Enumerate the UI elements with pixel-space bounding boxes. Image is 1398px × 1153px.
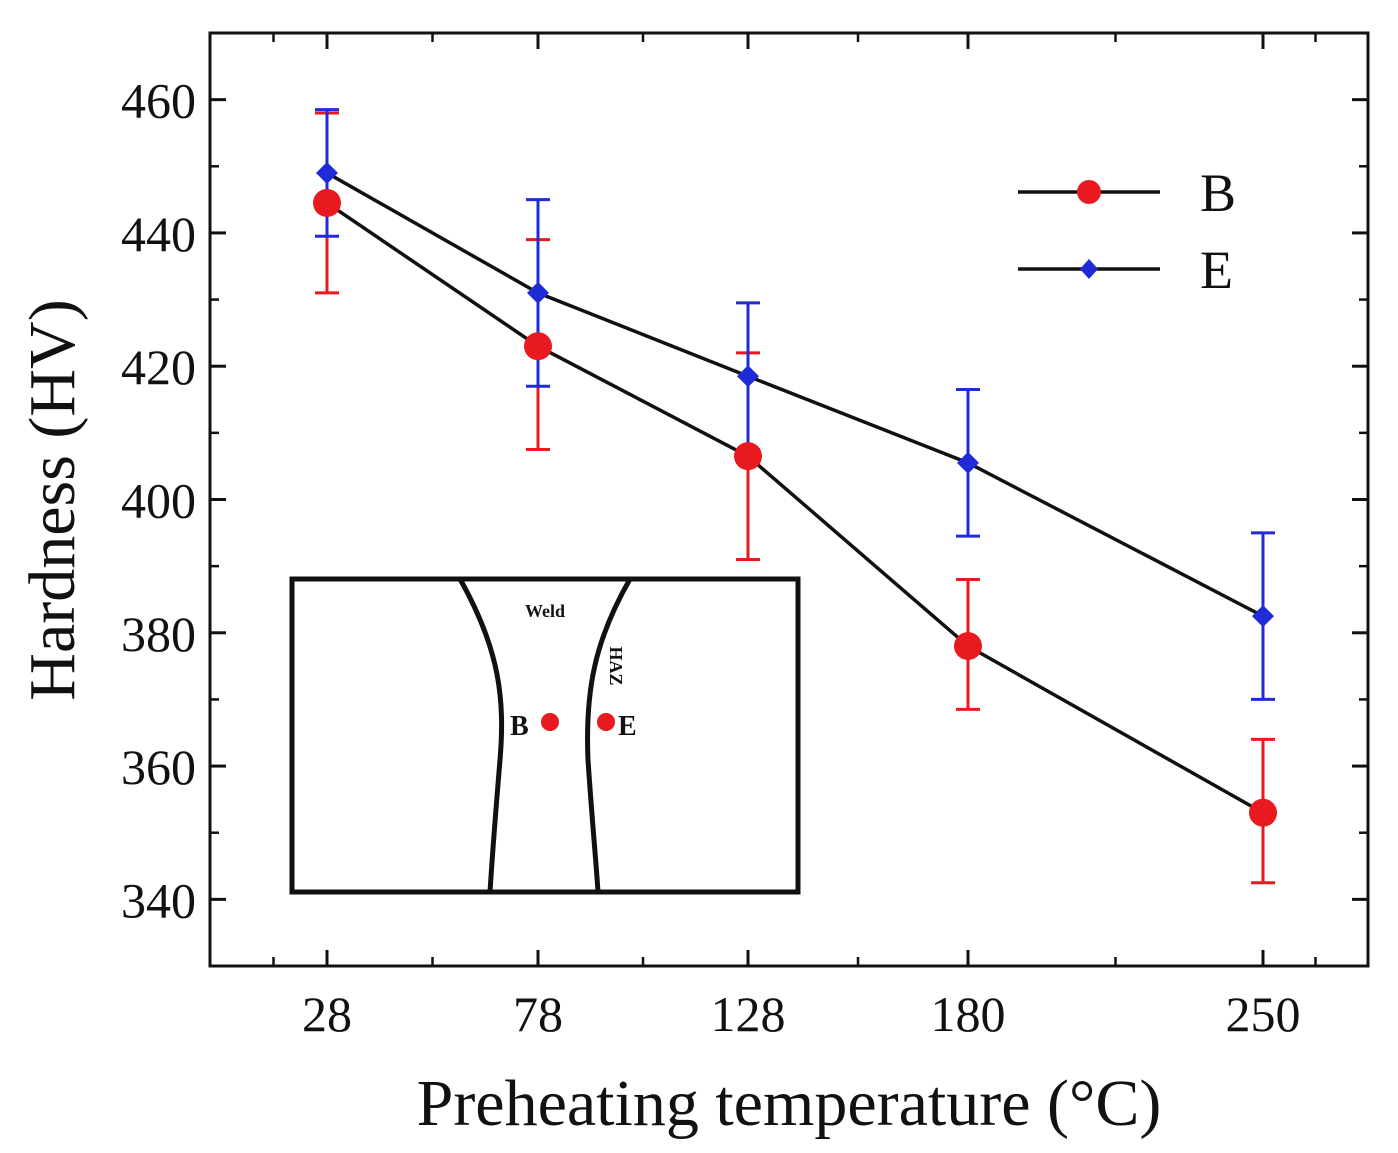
data-point-b — [734, 442, 762, 471]
legend-marker-e — [1080, 259, 1098, 279]
weld-schematic-inset: Weld HAZ B E — [289, 576, 801, 895]
y-tick-label: 400 — [121, 473, 196, 529]
series-layer — [313, 108, 1277, 885]
data-point-e — [957, 451, 979, 474]
data-point-b — [1249, 798, 1277, 827]
y-axis-title: Hardness (HV) — [16, 299, 89, 700]
legend-label-b: B — [1200, 163, 1236, 223]
y-tick-label: 460 — [121, 73, 196, 129]
inset-point-e-label: E — [618, 711, 637, 742]
y-tick-label: 440 — [121, 206, 196, 262]
y-tick-label: 360 — [121, 739, 196, 795]
inset-point-e — [597, 713, 615, 731]
x-tick-label: 180 — [931, 986, 1006, 1042]
inset-frame — [289, 576, 801, 895]
y-tick-label: 380 — [121, 606, 196, 662]
inset-point-b-label: B — [510, 711, 529, 742]
x-tick-label: 78 — [513, 986, 563, 1042]
legend-marker-b — [1077, 180, 1101, 204]
x-tick-label: 250 — [1226, 986, 1301, 1042]
inset-point-b — [541, 713, 559, 731]
y-axis-ticks — [210, 31, 1368, 968]
data-point-e — [316, 161, 338, 184]
inset-haz-label: HAZ — [606, 646, 626, 685]
x-axis-ticks — [272, 33, 1317, 966]
legend: B E — [1018, 163, 1236, 300]
x-tick-label: 28 — [302, 986, 352, 1042]
data-point-e — [737, 365, 759, 388]
data-point-b — [313, 188, 341, 217]
y-tick-label: 420 — [121, 339, 196, 395]
legend-label-e: E — [1200, 240, 1233, 300]
fusion-line-right — [585, 577, 633, 893]
data-point-e — [1252, 605, 1274, 628]
data-point-b — [954, 632, 982, 661]
inset-weld-label: Weld — [525, 601, 565, 621]
x-axis-tick-labels: 28 78 128 180 250 — [302, 986, 1301, 1042]
x-tick-label: 128 — [711, 986, 786, 1042]
series-line-e — [326, 171, 1264, 618]
data-point-e — [527, 281, 549, 304]
x-axis-title: Preheating temperature (°C) — [417, 1067, 1162, 1140]
y-axis-tick-labels: 340 360 380 400 420 440 460 — [121, 73, 196, 929]
y-tick-label: 340 — [121, 872, 196, 928]
data-point-b — [524, 332, 552, 361]
fusion-line-left — [457, 577, 505, 893]
